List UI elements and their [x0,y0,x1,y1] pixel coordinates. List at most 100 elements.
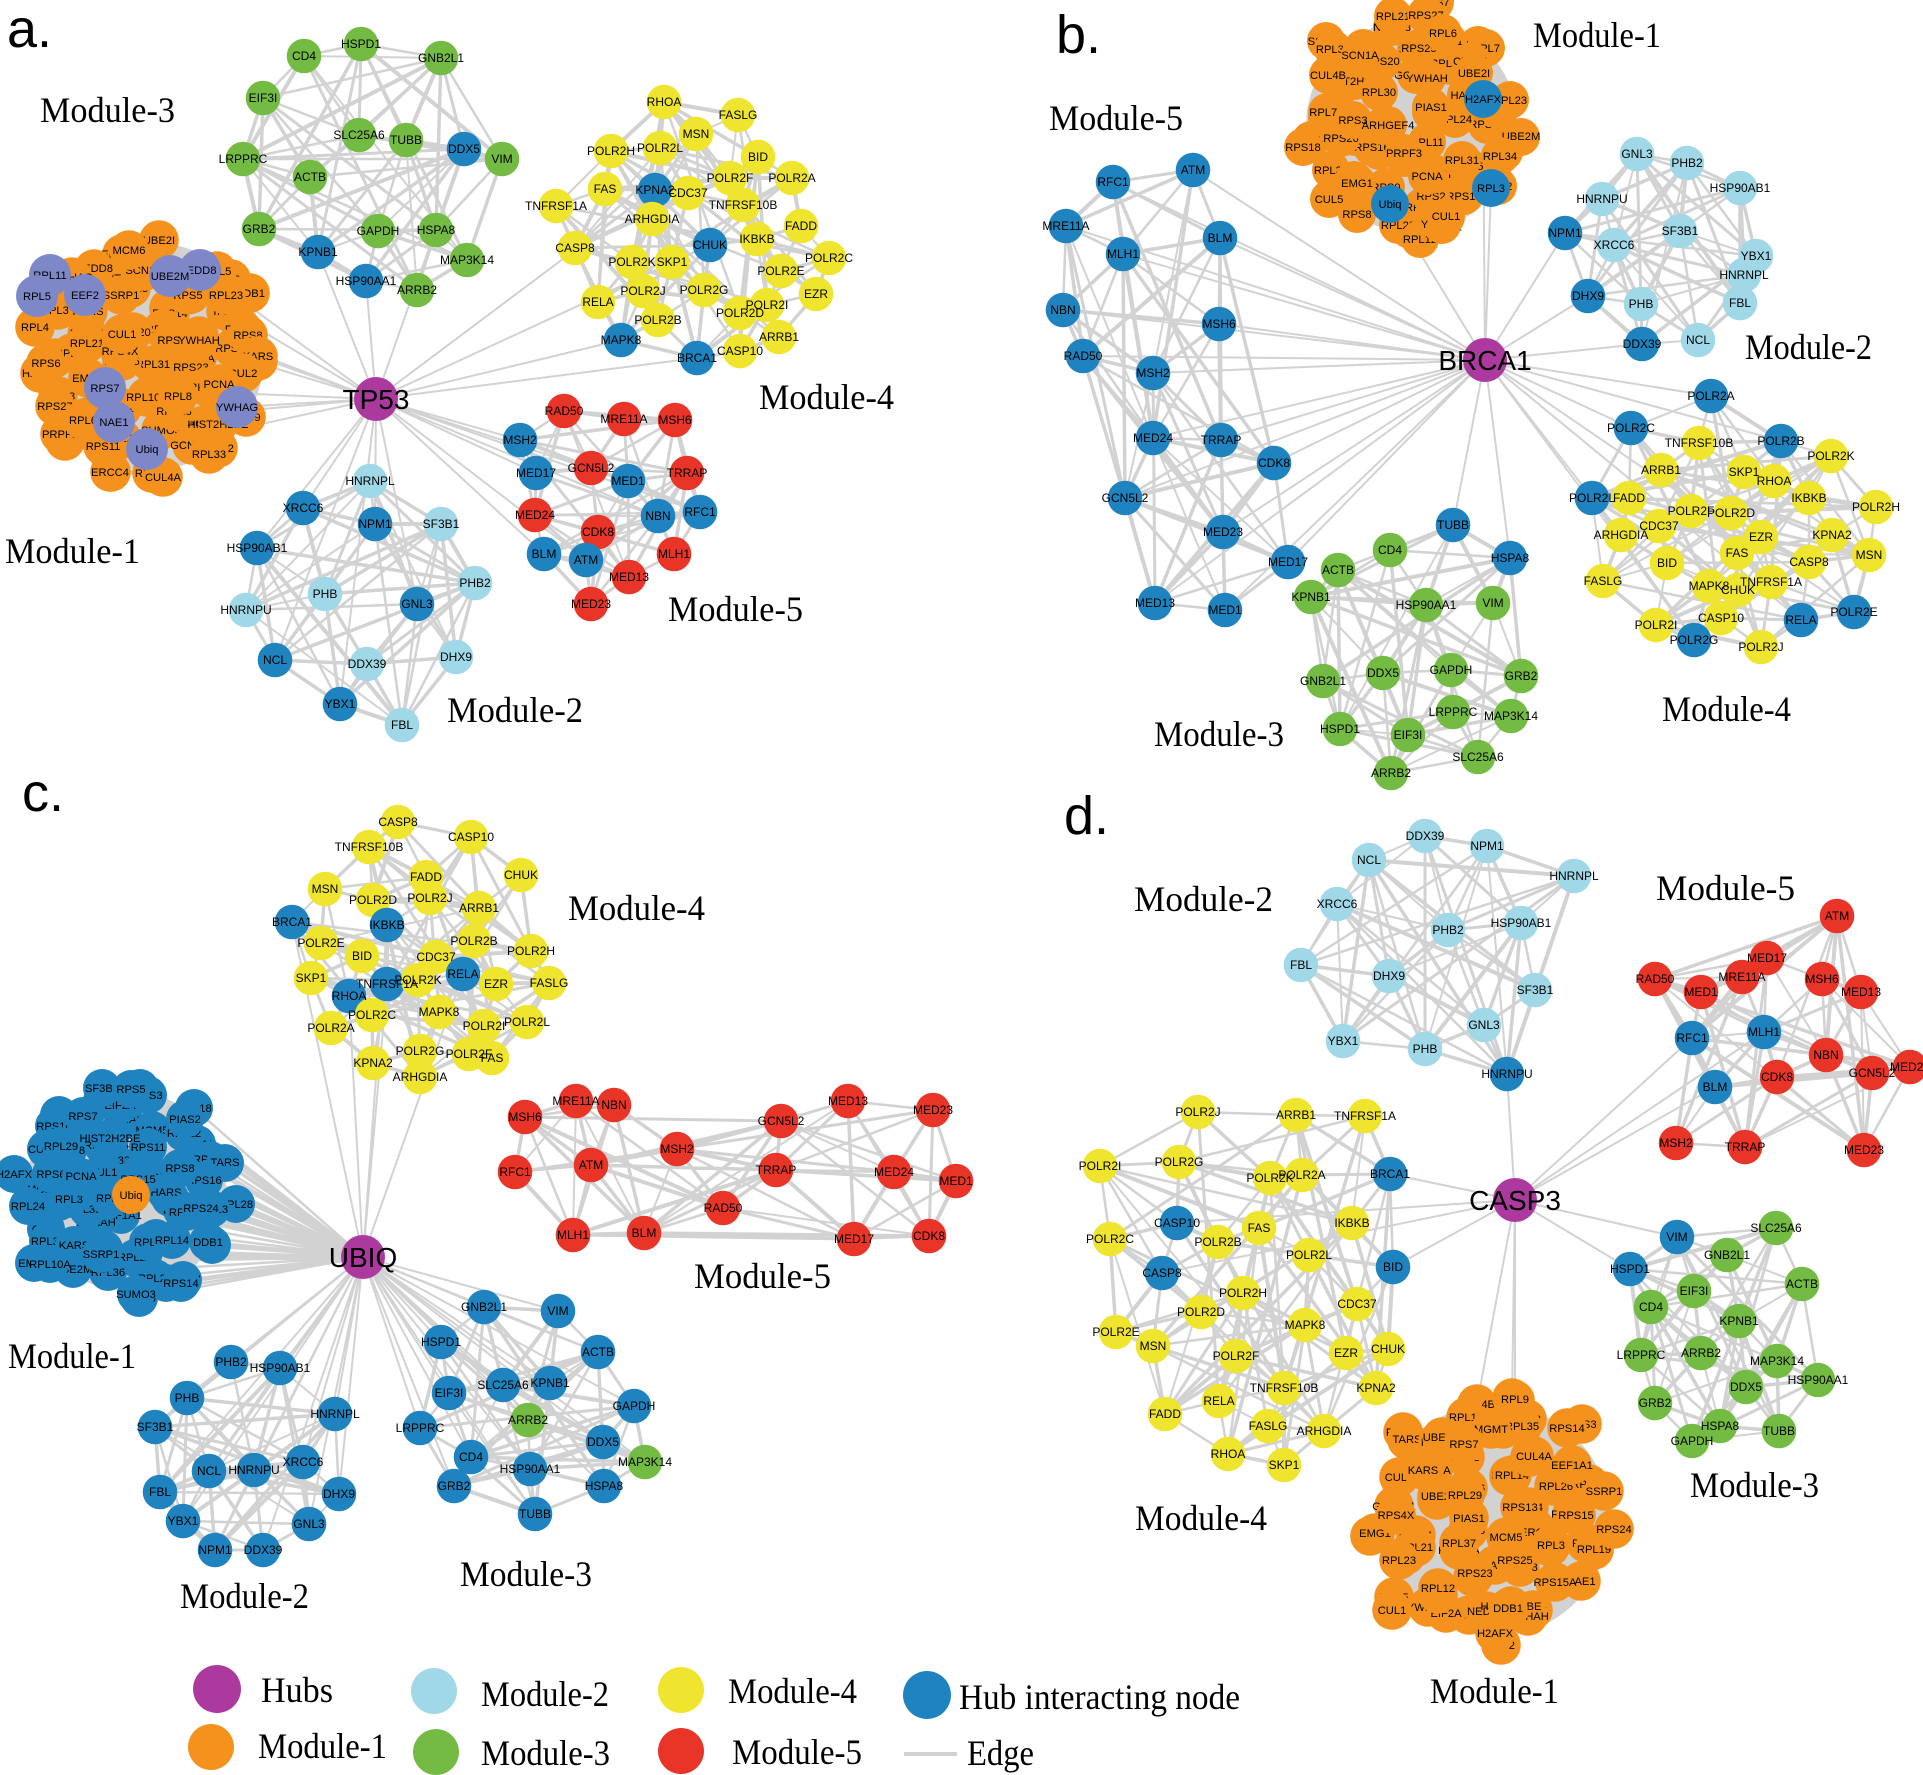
svg-text:PIAS2: PIAS2 [169,1114,201,1126]
svg-text:MED24: MED24 [1133,431,1173,445]
svg-text:YBX1: YBX1 [325,697,356,711]
svg-text:GRB2: GRB2 [1639,1396,1672,1410]
svg-text:UBE2I: UBE2I [1458,68,1490,80]
svg-text:MSH6: MSH6 [1202,317,1236,331]
svg-text:Module-4: Module-4 [1662,689,1791,729]
svg-text:FBL: FBL [1290,958,1312,972]
svg-text:MED24: MED24 [515,508,555,522]
svg-text:HIST2H2BE: HIST2H2BE [80,1133,141,1145]
svg-text:FASLG: FASLG [530,976,569,990]
svg-text:RPL35: RPL35 [1505,1421,1539,1433]
svg-text:POLR2G: POLR2G [680,283,729,297]
svg-text:BID: BID [748,150,768,164]
svg-text:NCL: NCL [1357,853,1381,867]
svg-text:MLH1: MLH1 [1107,247,1139,261]
svg-text:SCN1A: SCN1A [1341,50,1379,62]
svg-text:CUL4A: CUL4A [145,472,182,484]
svg-text:POLR2H: POLR2H [507,944,555,958]
svg-text:MED13: MED13 [1841,985,1881,999]
svg-text:RPL34: RPL34 [1483,151,1517,163]
svg-text:GRB2: GRB2 [438,1479,471,1493]
svg-text:RPS13: RPS13 [1446,191,1481,203]
svg-text:POLR2C: POLR2C [348,1008,396,1022]
svg-text:IKBKB: IKBKB [1334,1216,1369,1230]
svg-text:GNB2L1: GNB2L1 [461,1300,507,1314]
svg-text:RAD50: RAD50 [1064,349,1103,363]
svg-text:MSH2: MSH2 [1659,1136,1693,1150]
svg-text:RHOA: RHOA [647,95,682,109]
svg-text:POLR2B: POLR2B [1757,434,1804,448]
svg-text:MED23: MED23 [1844,1143,1884,1157]
svg-text:HNRNPU: HNRNPU [228,1463,279,1477]
svg-text:POLR2F: POLR2F [446,1047,493,1061]
svg-text:TNFRSF1A: TNFRSF1A [356,977,418,991]
svg-text:RPL31: RPL31 [136,359,170,371]
svg-text:KARS: KARS [1408,1465,1438,1477]
svg-text:MED17: MED17 [1747,951,1787,965]
svg-text:TNFRSF10B: TNFRSF10B [335,840,404,854]
svg-text:VIM: VIM [1666,1230,1687,1244]
svg-text:PHB: PHB [1413,1042,1438,1056]
svg-text:H2AFX: H2AFX [0,1169,33,1181]
svg-text:ARRB1: ARRB1 [1641,463,1681,477]
svg-text:RELA: RELA [582,295,613,309]
svg-text:RPL3: RPL3 [55,1194,83,1206]
svg-text:POLR2K: POLR2K [394,973,441,987]
svg-text:EEF2: EEF2 [71,290,99,302]
svg-text:TNFRSF10B: TNFRSF10B [709,198,778,212]
svg-text:RFC1: RFC1 [499,1165,531,1179]
svg-text:POLR2J: POLR2J [407,891,452,905]
svg-text:RPL33: RPL33 [192,449,226,461]
svg-text:ARRB2: ARRB2 [397,283,437,297]
svg-text:GAPDH: GAPDH [1671,1434,1714,1448]
svg-text:ARHGDIA: ARHGDIA [1297,1424,1352,1438]
svg-text:SLC25A6: SLC25A6 [1750,1221,1802,1235]
svg-text:NPM1: NPM1 [198,1543,232,1557]
svg-text:CHUK: CHUK [693,238,727,252]
svg-text:VIM: VIM [491,152,512,166]
svg-text:PCNA: PCNA [1411,171,1443,183]
svg-text:POLR2I: POLR2I [746,298,789,312]
svg-text:CHUK: CHUK [1371,1342,1405,1356]
svg-text:IKBKB: IKBKB [369,918,404,932]
svg-text:VIM: VIM [547,1304,568,1318]
svg-text:RPL21: RPL21 [1376,11,1410,23]
svg-text:MED1: MED1 [1684,985,1718,999]
svg-text:d.: d. [1064,786,1109,846]
svg-text:RPL6: RPL6 [1429,28,1457,40]
svg-text:RPS11: RPS11 [131,1142,166,1154]
svg-text:XRCC6: XRCC6 [283,1455,324,1469]
svg-text:UBE2M: UBE2M [1502,131,1541,143]
svg-text:POLR2D: POLR2D [1177,1305,1225,1319]
svg-text:c.: c. [22,763,64,823]
svg-text:BLM: BLM [532,547,557,561]
svg-text:DDB1: DDB1 [1493,1603,1523,1615]
svg-text:SF3B1: SF3B1 [423,517,460,531]
svg-text:RPL9: RPL9 [1501,1394,1529,1406]
svg-text:POLR2E: POLR2E [757,264,804,278]
svg-text:ARHGDIA: ARHGDIA [625,212,680,226]
svg-text:Ubiq: Ubiq [1378,199,1401,211]
svg-text:YWHAG: YWHAG [216,402,258,414]
svg-text:GNL3: GNL3 [1621,147,1653,161]
svg-text:POLR2C: POLR2C [1607,421,1655,435]
svg-text:PHB2: PHB2 [459,576,491,590]
svg-text:DHX9: DHX9 [323,1487,355,1501]
svg-text:FAS: FAS [1726,546,1749,560]
svg-text:KPNA2: KPNA2 [1812,528,1852,542]
svg-text:XRCC6: XRCC6 [1317,897,1358,911]
svg-text:H2AFX: H2AFX [1465,94,1502,106]
svg-text:NPM1: NPM1 [1470,839,1504,853]
svg-text:PIAS1: PIAS1 [1415,102,1447,114]
svg-text:GNB2L1: GNB2L1 [1704,1248,1750,1262]
svg-text:POLR2C: POLR2C [1086,1232,1134,1246]
svg-text:DDX5: DDX5 [1367,666,1399,680]
svg-text:RPS24: RPS24 [183,1203,218,1215]
svg-text:CUL1: CUL1 [1378,1605,1407,1617]
svg-text:ARRB1: ARRB1 [459,901,499,915]
svg-text:FASLG: FASLG [719,108,758,122]
svg-text:FBL: FBL [391,718,413,732]
svg-text:PHB: PHB [313,587,338,601]
svg-text:PRPF3: PRPF3 [1386,148,1422,160]
svg-text:RFC1: RFC1 [1097,175,1129,189]
